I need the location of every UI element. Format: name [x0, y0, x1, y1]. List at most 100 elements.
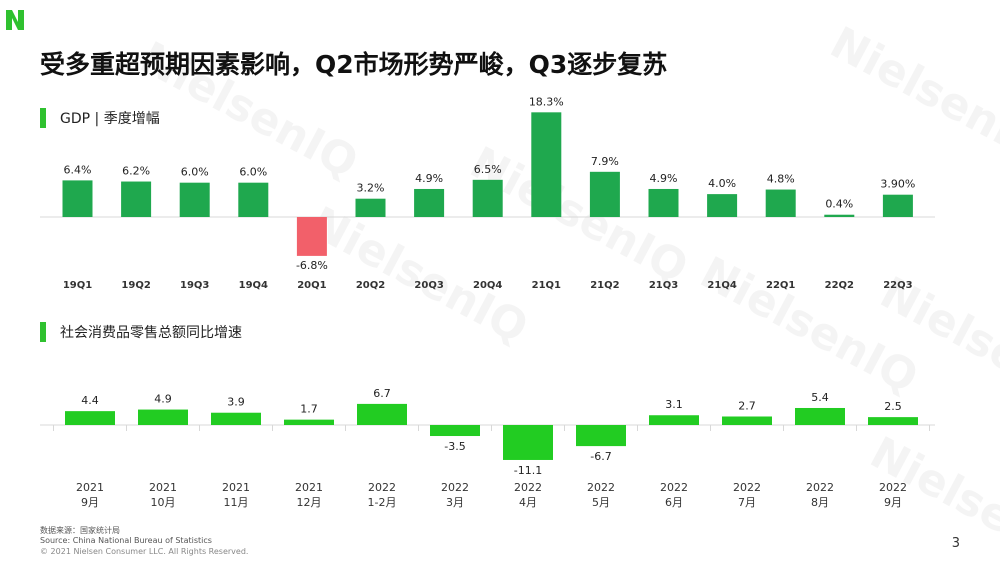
gdp-data-label: 6.0%: [239, 166, 267, 179]
gdp-data-label: 6.4%: [64, 163, 92, 176]
retail-data-label: 2.7: [738, 399, 756, 412]
gdp-bar: [238, 182, 269, 217]
retail-bar: [503, 425, 553, 460]
retail-tick-year: 2021: [222, 481, 250, 494]
retail-tick-year: 2021: [76, 481, 104, 494]
retail-bar: [722, 416, 772, 425]
section-marker: [40, 108, 46, 128]
retail-tick-year: 2022: [587, 481, 615, 494]
gdp-data-label: 4.9%: [650, 172, 678, 185]
gdp-bar: [648, 188, 679, 217]
retail-bar: [284, 419, 334, 425]
retail-bar: [576, 425, 626, 447]
gdp-tick-label: 19Q4: [239, 280, 268, 291]
page-title: 受多重超预期因素影响，Q2市场形势严峻，Q3逐步复苏: [40, 50, 668, 79]
retail-bar: [649, 415, 699, 425]
gdp-data-label: 4.9%: [415, 172, 443, 185]
nielseniq-logo-icon: [4, 6, 34, 36]
gdp-data-label: 3.90%: [880, 178, 915, 191]
gdp-data-label: 18.3%: [529, 95, 564, 108]
retail-tick-year: 2021: [295, 481, 323, 494]
retail-tick-month: 7月: [738, 496, 756, 509]
retail-tick-year: 2022: [368, 481, 396, 494]
retail-data-label: -3.5: [444, 440, 465, 453]
gdp-tick-label: 20Q1: [297, 280, 326, 291]
gdp-bar: [707, 194, 738, 217]
retail-tick-month: 10月: [151, 496, 176, 509]
retail-tick-month: 11月: [224, 496, 249, 509]
gdp-data-label: 4.8%: [767, 173, 795, 186]
retail-tick-month: 12月: [297, 496, 322, 509]
retail-data-label: 5.4: [811, 391, 829, 404]
gdp-data-label: 7.9%: [591, 155, 619, 168]
source-cn: 数据来源：国家统计局: [40, 526, 120, 535]
gdp-tick-label: 22Q3: [883, 280, 912, 291]
gdp-bar: [414, 188, 445, 217]
gdp-bar: [472, 179, 503, 217]
gdp-data-label: -6.8%: [296, 259, 328, 272]
retail-tick-year: 2022: [806, 481, 834, 494]
gdp-tick-label: 20Q3: [414, 280, 443, 291]
retail-tick-month: 1-2月: [368, 496, 397, 509]
retail-tick-month: 5月: [592, 496, 610, 509]
retail-data-label: 1.7: [300, 403, 318, 416]
retail-tick-month: 3月: [446, 496, 464, 509]
retail-data-label: -11.1: [514, 464, 542, 477]
gdp-data-label: 3.2%: [357, 182, 385, 195]
retail-tick-month: 9月: [884, 496, 902, 509]
gdp-tick-label: 21Q3: [649, 280, 678, 291]
retail-data-label: 6.7: [373, 387, 391, 400]
gdp-data-label: 4.0%: [708, 177, 736, 190]
retail-bar: [357, 403, 407, 425]
retail-tick-month: 6月: [665, 496, 683, 509]
retail-tick-year: 2022: [733, 481, 761, 494]
source-en: Source: China National Bureau of Statist…: [40, 536, 212, 545]
retail-data-label: -6.7: [590, 450, 611, 463]
retail-data-label: 3.9: [227, 396, 245, 409]
gdp-bar: [296, 217, 327, 256]
retail-data-label: 2.5: [884, 400, 902, 413]
gdp-bar: [179, 182, 210, 217]
gdp-tick-label: 21Q2: [590, 280, 619, 291]
retail-bar: [795, 407, 845, 425]
gdp-bar: [62, 180, 93, 217]
retail-data-label: 4.9: [154, 393, 172, 406]
gdp-data-label: 0.4%: [825, 198, 853, 211]
gdp-data-label: 6.2%: [122, 165, 150, 178]
retail-bar: [211, 412, 261, 425]
gdp-tick-label: 19Q3: [180, 280, 209, 291]
gdp-bar: [765, 189, 796, 217]
gdp-data-label: 6.0%: [181, 166, 209, 179]
charts-canvas: 6.4% 19Q1 6.2% 19Q2 6.0% 19Q3 6.0% 19Q4 -6.8% 20Q…: [40, 95, 935, 509]
retail-chart-title: 社会消费品零售总额同比增速: [60, 325, 242, 341]
gdp-bar: [121, 181, 152, 217]
copyright: © 2021 Nielsen Consumer LLC. All Rights …: [40, 547, 249, 556]
gdp-tick-label: 19Q2: [121, 280, 150, 291]
retail-tick-year: 2022: [879, 481, 907, 494]
gdp-bar: [882, 194, 913, 217]
retail-tick-year: 2022: [660, 481, 688, 494]
retail-tick-year: 2022: [441, 481, 469, 494]
gdp-bar: [355, 198, 386, 217]
gdp-tick-label: 20Q2: [356, 280, 385, 291]
retail-data-label: 4.4: [81, 394, 99, 407]
gdp-tick-label: 20Q4: [473, 280, 502, 291]
gdp-data-label: 6.5%: [474, 163, 502, 176]
retail-tick-month: 8月: [811, 496, 829, 509]
retail-tick-month: 9月: [81, 496, 99, 509]
gdp-section-header: GDP | 季度增幅: [40, 108, 160, 128]
gdp-bar: [824, 214, 855, 217]
gdp-tick-label: 21Q1: [532, 280, 561, 291]
retail-tick-year: 2021: [149, 481, 177, 494]
gdp-tick-label: 21Q4: [707, 280, 736, 291]
gdp-bar: [589, 171, 620, 217]
gdp-tick-label: 22Q2: [825, 280, 854, 291]
gdp-bar: [531, 112, 562, 217]
retail-section-header: 社会消费品零售总额同比增速: [40, 322, 242, 342]
retail-bar: [138, 409, 188, 425]
gdp-tick-label: 19Q1: [63, 280, 92, 291]
retail-data-label: 3.1: [665, 398, 683, 411]
retail-tick-year: 2022: [514, 481, 542, 494]
section-marker: [40, 322, 46, 342]
gdp-tick-label: 22Q1: [766, 280, 795, 291]
